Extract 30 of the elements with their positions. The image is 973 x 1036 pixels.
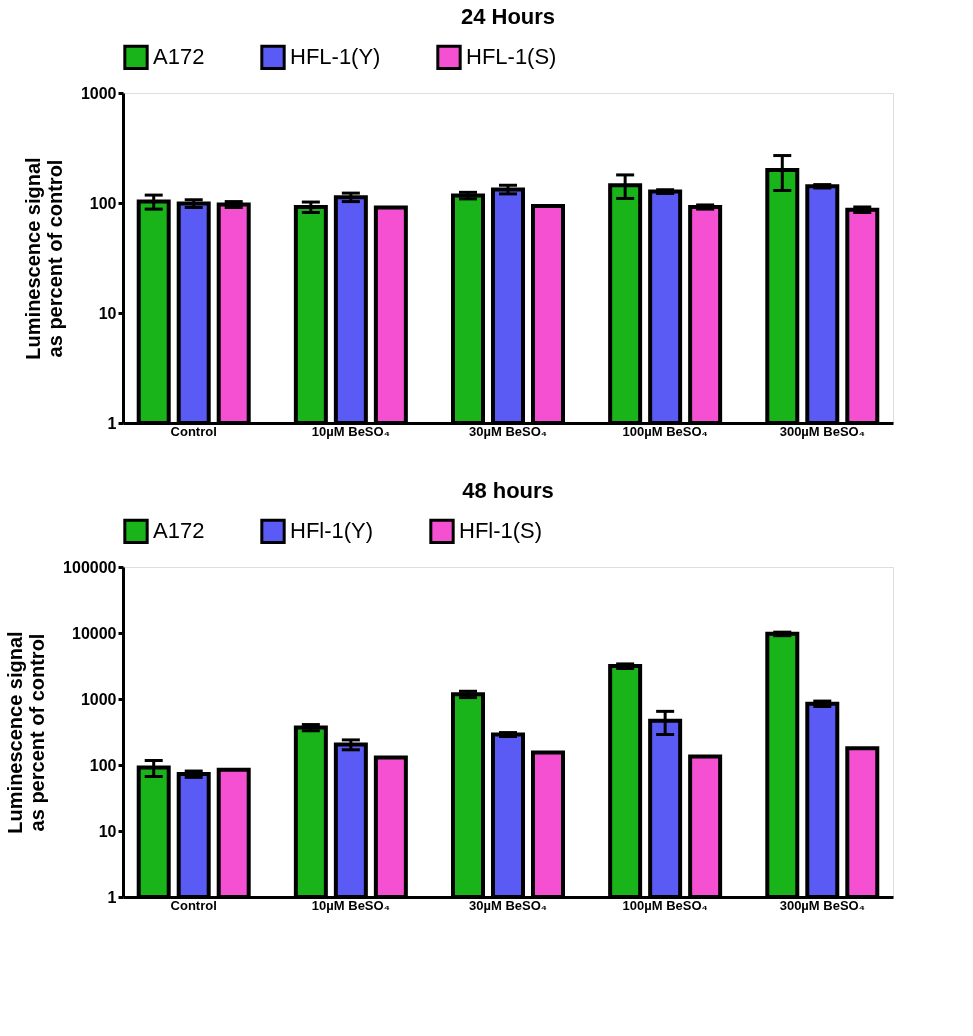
legend-label: HFL-1(S) (466, 44, 557, 70)
x-tick-label: 30µM BeSO₄ (469, 897, 547, 913)
y-tick-label: 1000 (80, 84, 117, 102)
y-tick-label: 100000 (63, 558, 117, 576)
x-tick-label: 100µM BeSO₄ (622, 897, 708, 913)
x-tick-label: 300µM BeSO₄ (779, 423, 865, 439)
legend-label: HFL-1(Y) (290, 44, 381, 70)
x-tick-label: Control (170, 897, 217, 913)
y-axis-title: Luminescence signal as percent of control (4, 631, 49, 834)
y-tick-label: 1 (107, 414, 117, 432)
y-tick-label: 100 (89, 756, 117, 774)
x-tick-label: 100µM BeSO₄ (622, 423, 708, 439)
chart-title: 24 Hours (460, 4, 556, 29)
legend-label: HFl-1(Y) (290, 518, 374, 544)
y-tick-label: 10 (98, 822, 117, 840)
chart-title: 48 hours (462, 478, 554, 503)
x-tick-label: 10µM BeSO₄ (311, 423, 390, 439)
x-tick-label: 300µM BeSO₄ (779, 897, 865, 913)
y-tick-label: 10 (98, 304, 117, 322)
legend-label: A172 (153, 44, 205, 70)
legend-label: A172 (153, 518, 205, 544)
y-tick-label: 1 (107, 888, 117, 906)
x-tick-label: 10µM BeSO₄ (311, 897, 390, 913)
y-tick-label: 1000 (80, 690, 117, 708)
y-axis-title: Luminescence signal as percent of control (21, 157, 66, 360)
y-tick-label: 10000 (72, 624, 117, 642)
x-tick-label: 30µM BeSO₄ (469, 423, 547, 439)
x-tick-label: Control (170, 423, 217, 439)
legend-label: HFl-1(S) (459, 518, 543, 544)
y-tick-label: 100 (89, 194, 117, 212)
